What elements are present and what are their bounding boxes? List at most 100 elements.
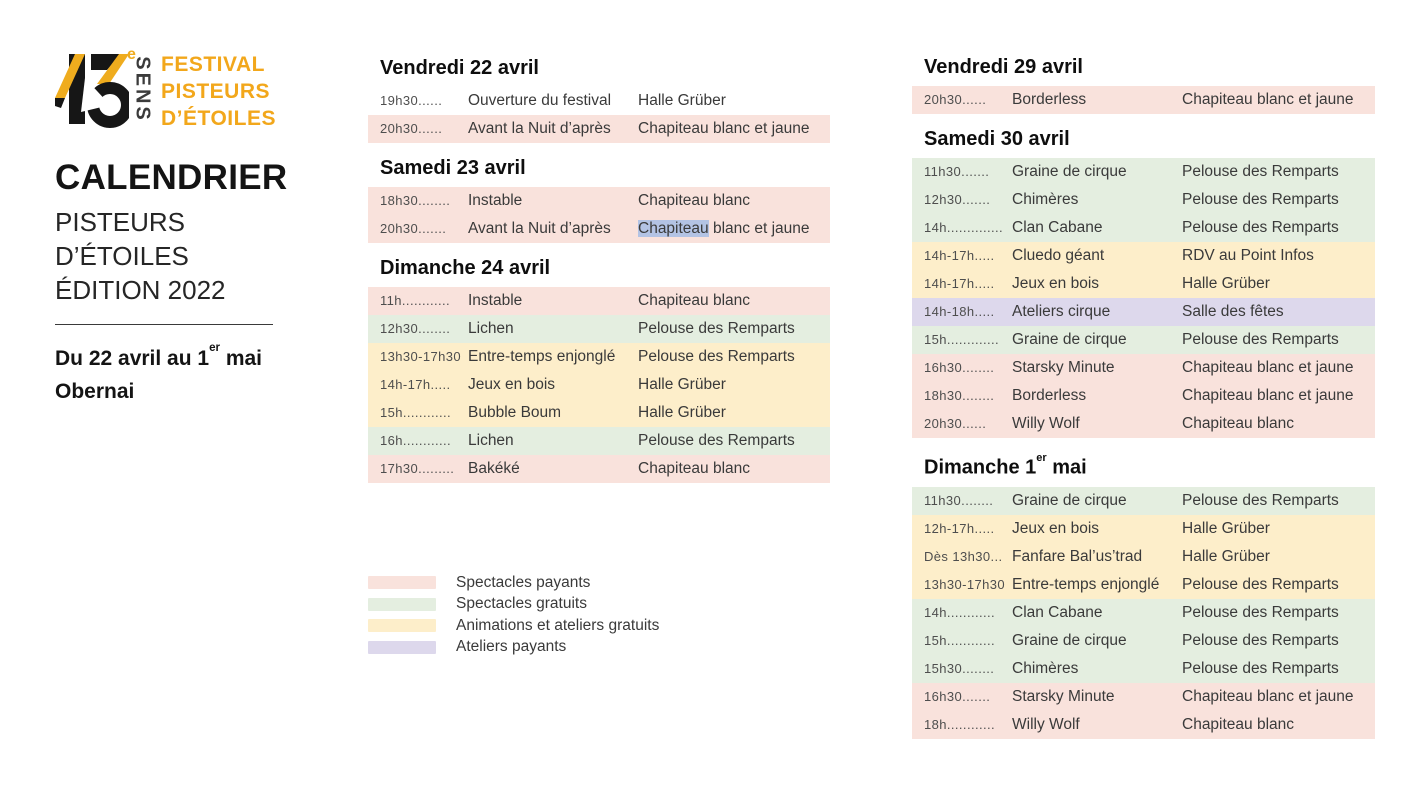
event-name: Starsky Minute bbox=[1012, 687, 1115, 705]
schedule-row: 12h30........ Lichen Pelouse des Remparts bbox=[368, 315, 830, 343]
event-time: 17h30......... bbox=[380, 461, 455, 476]
event-time: 20h30....... bbox=[380, 221, 447, 236]
schedule-row: Dès 13h30... Fanfare Bal’us’trad Halle Grü… bbox=[912, 542, 1375, 571]
legend-label: Spectacles gratuits bbox=[456, 595, 587, 613]
event-time: 19h30...... bbox=[380, 93, 443, 108]
event-time: 14h............ bbox=[924, 604, 996, 620]
legend-row: Animations et ateliers gratuits bbox=[368, 615, 659, 637]
event-location: Pelouse des Remparts bbox=[638, 320, 795, 337]
schedule-row: 15h............ Graine de cirque Pelouse d… bbox=[912, 626, 1375, 655]
event-name: Avant la Nuit d’après bbox=[468, 120, 611, 137]
event-time: 20h30...... bbox=[924, 416, 987, 431]
event-name: Ouverture du festival bbox=[468, 92, 612, 109]
event-name: Willy Wolf bbox=[1012, 415, 1080, 432]
event-name: Graine de cirque bbox=[1012, 631, 1127, 649]
schedule-row: 15h............ Bubble Boum Halle Grüber bbox=[368, 399, 830, 427]
event-location: Halle Grüber bbox=[1182, 547, 1270, 565]
legend-swatch bbox=[368, 597, 436, 611]
schedule-column-1: Vendredi 22 avril 19h30...... Ouverture du… bbox=[368, 56, 830, 483]
event-time: 15h30........ bbox=[924, 660, 995, 676]
event-name: Entre-temps enjonglé bbox=[468, 348, 616, 365]
page-title: CALENDRIER bbox=[55, 158, 288, 197]
event-location: Pelouse des Remparts bbox=[1182, 191, 1339, 208]
day-title: Vendredi 29 avril bbox=[924, 56, 1083, 78]
schedule-row: 15h30........ Chimères Pelouse des Rempart… bbox=[912, 654, 1375, 683]
event-name: Ateliers cirque bbox=[1012, 303, 1111, 320]
logo-line-etoiles: D’ÉTOILES bbox=[161, 107, 276, 130]
event-location: Chapiteau blanc et jaune bbox=[1182, 687, 1354, 705]
schedule-row: 19h30...... Ouverture du festival Halle Gr… bbox=[368, 87, 830, 115]
event-location: Pelouse des Remparts bbox=[1182, 331, 1339, 348]
event-location: RDV au Point Infos bbox=[1182, 247, 1314, 264]
event-name: Clan Cabane bbox=[1012, 219, 1103, 236]
event-name: Jeux en bois bbox=[468, 376, 556, 393]
event-location: Chapiteau blanc et jaune bbox=[638, 120, 810, 137]
event-time: 13h30-17h30 bbox=[924, 576, 1006, 592]
dates-range: Du 22 avril au 1er mai bbox=[55, 342, 263, 370]
divider-rule bbox=[55, 324, 273, 325]
event-time: 18h30........ bbox=[924, 388, 995, 403]
event-time: 12h30....... bbox=[924, 192, 991, 207]
event-name: Cluedo géant bbox=[1012, 247, 1105, 264]
event-time: 14h-17h..... bbox=[380, 377, 451, 392]
event-time: 14h-17h..... bbox=[924, 276, 995, 291]
schedule-row: 16h30........ Starsky Minute Chapiteau bla… bbox=[912, 354, 1375, 382]
event-name: Borderless bbox=[1012, 91, 1087, 108]
dates-block: Du 22 avril au 1er mai Obernai bbox=[55, 338, 325, 408]
day-section: Samedi 30 avril 11h30....... Graine de cir… bbox=[912, 127, 1375, 438]
schedule-row: 16h30....... Starsky Minute Chapiteau blan… bbox=[912, 682, 1375, 711]
event-time: 15h............ bbox=[924, 632, 996, 648]
event-name: Jeux en bois bbox=[1012, 275, 1100, 292]
event-name: Entre-temps enjonglé bbox=[1012, 575, 1160, 593]
event-location: Chapiteau blanc bbox=[1182, 415, 1295, 432]
event-name: Clan Cabane bbox=[1012, 603, 1103, 621]
event-location: Salle des fêtes bbox=[1182, 303, 1284, 320]
schedule-row: 18h............ Willy Wolf Chapiteau blanc bbox=[912, 710, 1375, 739]
event-location: Pelouse des Remparts bbox=[1182, 603, 1339, 621]
event-location: Pelouse des Remparts bbox=[1182, 659, 1339, 677]
schedule-row: 14h.............. Clan Cabane Pelouse des … bbox=[912, 214, 1375, 242]
event-name: Graine de cirque bbox=[1012, 331, 1127, 348]
logo-line-pisteurs: PISTEURS bbox=[161, 80, 271, 103]
event-location: Halle Grüber bbox=[1182, 275, 1270, 292]
event-location: Pelouse des Remparts bbox=[1182, 575, 1339, 593]
schedule-row: 14h-17h..... Cluedo géant RDV au Point Inf… bbox=[912, 242, 1375, 270]
event-location: Chapiteau blanc et jaune bbox=[638, 220, 810, 237]
event-time: 11h30....... bbox=[924, 164, 990, 179]
schedule-row: 12h30....... Chimères Pelouse des Remparts bbox=[912, 186, 1375, 214]
legend-label: Spectacles payants bbox=[456, 573, 591, 591]
subtitle-festival: PISTEURS D’ÉTOILES bbox=[55, 207, 189, 271]
legend-swatch bbox=[368, 640, 436, 654]
event-name: Borderless bbox=[1012, 387, 1087, 404]
event-name: Graine de cirque bbox=[1012, 491, 1127, 509]
event-time: 16h30........ bbox=[924, 360, 995, 375]
day-title: Dimanche 1er mai bbox=[924, 451, 1087, 479]
event-time: 16h30....... bbox=[924, 688, 991, 704]
subtitle-edition: ÉDITION 2022 bbox=[55, 275, 226, 305]
schedule-row: 14h-17h..... Jeux en bois Halle Grüber bbox=[912, 270, 1375, 298]
day-section: Vendredi 22 avril 19h30...... Ouverture du… bbox=[368, 56, 830, 143]
logo-13-mark bbox=[55, 54, 129, 128]
event-name: Chimères bbox=[1012, 659, 1079, 677]
schedule-row: 11h............ Instable Chapiteau blanc bbox=[368, 287, 830, 315]
event-location: Chapiteau blanc bbox=[638, 192, 751, 209]
day-title: Samedi 23 avril bbox=[380, 157, 526, 179]
logo-wordmark: FESTIVAL PISTEURS D’ÉTOILES bbox=[161, 50, 276, 140]
legend-label: Ateliers payants bbox=[456, 638, 567, 656]
event-name: Lichen bbox=[468, 320, 514, 337]
event-time: 14h-18h..... bbox=[924, 304, 995, 319]
event-time: 20h30...... bbox=[380, 121, 443, 136]
logo-sup-e: e bbox=[127, 46, 136, 63]
event-location: Halle Grüber bbox=[1182, 519, 1270, 537]
schedule-row: 12h-17h..... Jeux en bois Halle Grüber bbox=[912, 514, 1375, 543]
schedule-row: 16h............ Lichen Pelouse des Rempart… bbox=[368, 427, 830, 455]
event-time: 16h............ bbox=[380, 433, 452, 448]
schedule-row: 14h-17h..... Jeux en bois Halle Grüber bbox=[368, 371, 830, 399]
legend-row: Spectacles payants bbox=[368, 572, 659, 594]
event-time: 14h.............. bbox=[924, 220, 1004, 235]
day-title: Dimanche 24 avril bbox=[380, 257, 551, 279]
event-time: Dès 13h30... bbox=[924, 548, 1003, 564]
schedule-row: 17h30......... Bakéké Chapiteau blanc bbox=[368, 455, 830, 483]
event-time: 14h-17h..... bbox=[924, 248, 995, 263]
event-name: Willy Wolf bbox=[1012, 715, 1080, 733]
